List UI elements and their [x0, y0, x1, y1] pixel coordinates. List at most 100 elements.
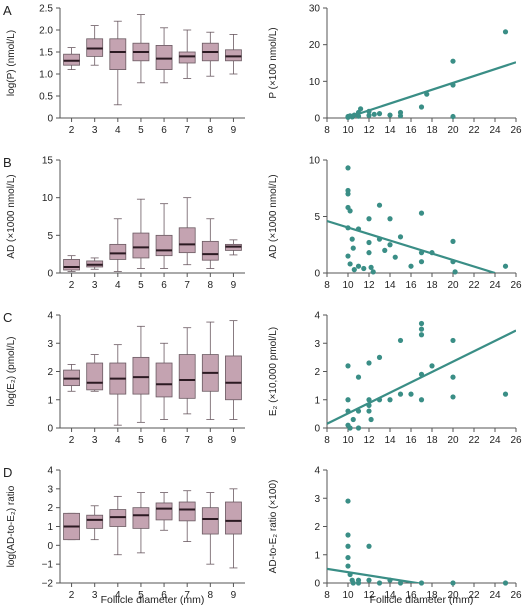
x-tick-label: 24	[489, 280, 501, 291]
x-tick-label: 4	[115, 280, 121, 291]
x-tick-label: 9	[231, 590, 237, 601]
data-point	[387, 397, 393, 403]
data-point	[345, 191, 351, 197]
x-tick-label: 2	[69, 280, 75, 291]
iqr-box	[201, 240, 219, 261]
x-tick-label: 8	[208, 125, 214, 136]
box-2	[63, 364, 80, 392]
box-4	[109, 218, 127, 272]
data-point	[418, 580, 425, 586]
x-tick-label: 18	[426, 590, 438, 601]
x-tick-label: 6	[161, 280, 167, 291]
box-3	[86, 257, 104, 270]
x-tick-label: 24	[489, 435, 501, 446]
iqr-box	[63, 259, 80, 271]
box-7	[178, 490, 196, 542]
x-tick-label: 22	[468, 125, 480, 136]
y-tick-label: 3	[47, 339, 53, 350]
data-point	[351, 267, 357, 273]
data-point	[376, 236, 383, 242]
data-point	[345, 543, 351, 549]
x-tick-label: 8	[208, 590, 214, 601]
x-tick-label: 20	[447, 125, 459, 136]
data-point	[355, 580, 362, 586]
data-point	[502, 263, 509, 269]
y-tick-label: 2	[47, 367, 53, 378]
data-point	[376, 354, 383, 360]
box-8	[201, 31, 219, 77]
box-6	[155, 492, 173, 531]
y-tick-label: 3	[314, 494, 320, 505]
x-tick-label: 20	[447, 590, 459, 601]
data-point	[387, 577, 393, 583]
box-4	[109, 20, 127, 106]
data-point	[350, 245, 356, 251]
iqr-box	[225, 501, 242, 535]
data-point	[355, 425, 362, 431]
x-tick-label: 8	[208, 435, 214, 446]
box-9	[225, 488, 242, 569]
panel-D-box: −2 −1 0 1 2 3 4 log(AD-to-E₂) ratio D 2 3 4 5 6 7 8 9 Fol…	[3, 465, 245, 606]
y-tick-label: 0	[47, 269, 53, 280]
data-point	[366, 543, 372, 549]
y-axis-label: log(P) (nmol/L)	[6, 30, 17, 96]
x-tick-label: 16	[405, 280, 417, 291]
x-tick-label: 6	[161, 590, 167, 601]
y-axis-label: P (×100 nmol/L)	[268, 27, 279, 98]
y-tick-label: 0	[314, 269, 320, 280]
x-tick-label: 8	[208, 280, 214, 291]
y-axis-label: AD-to-E₂ ratio (×100)	[268, 480, 279, 574]
x-tick-label: 10	[342, 590, 354, 601]
y-tick-label: 2	[314, 367, 320, 378]
data-point	[376, 111, 383, 117]
box-5	[132, 325, 150, 423]
x-tick-label: 26	[510, 125, 522, 136]
x-tick-label: 8	[324, 280, 330, 291]
x-tick-label: 3	[92, 280, 98, 291]
y-tick-label: 0	[314, 114, 320, 125]
iqr-box	[178, 501, 196, 522]
box-5	[132, 492, 150, 554]
data-point	[347, 208, 353, 214]
x-tick-label: 7	[184, 435, 190, 446]
iqr-box	[109, 38, 127, 70]
data-point	[502, 391, 509, 397]
data-point	[345, 498, 351, 504]
y-tick-label: −1	[42, 560, 54, 571]
data-point	[418, 320, 425, 327]
data-point	[397, 234, 404, 240]
box-7	[178, 197, 196, 266]
y-tick-label: 2	[47, 503, 53, 514]
panel-letter: A	[3, 3, 12, 18]
x-tick-label: 24	[489, 125, 501, 136]
iqr-box	[86, 362, 104, 391]
y-tick-label: 0	[47, 541, 53, 552]
x-axis-label: Follicle diameter (mm)	[101, 594, 205, 606]
regression-line	[327, 567, 425, 583]
x-tick-label: 14	[384, 435, 396, 446]
data-point	[368, 264, 374, 270]
data-point	[450, 580, 456, 586]
data-point	[345, 397, 351, 403]
data-point	[429, 250, 435, 256]
box-6	[155, 27, 173, 84]
panel-C-box: 0 1 2 3 4 log(E₂) (pmol/L) C 2 3 4 5 6 7 8 9	[3, 310, 245, 446]
x-tick-label: 10	[342, 125, 354, 136]
box-3	[86, 25, 104, 66]
data-point	[450, 374, 456, 380]
data-point	[408, 391, 414, 397]
data-point	[355, 374, 362, 380]
y-tick-label: 4	[47, 311, 53, 322]
data-point	[355, 226, 362, 232]
data-point	[361, 265, 367, 272]
x-tick-label: 20	[447, 435, 459, 446]
x-tick-label: 10	[342, 280, 354, 291]
box-5	[132, 14, 150, 84]
panel-A-scatter: 0 10 20 30 P (×100 nmol/L) 8 10 12 14 16 18 20 22 24 2…	[268, 4, 522, 137]
y-tick-label: 0.5	[39, 92, 53, 103]
data-point	[366, 112, 372, 119]
box-9	[225, 320, 242, 420]
y-tick-label: 5	[47, 231, 53, 242]
data-point	[502, 29, 509, 35]
y-tick-label: 2	[314, 522, 320, 533]
